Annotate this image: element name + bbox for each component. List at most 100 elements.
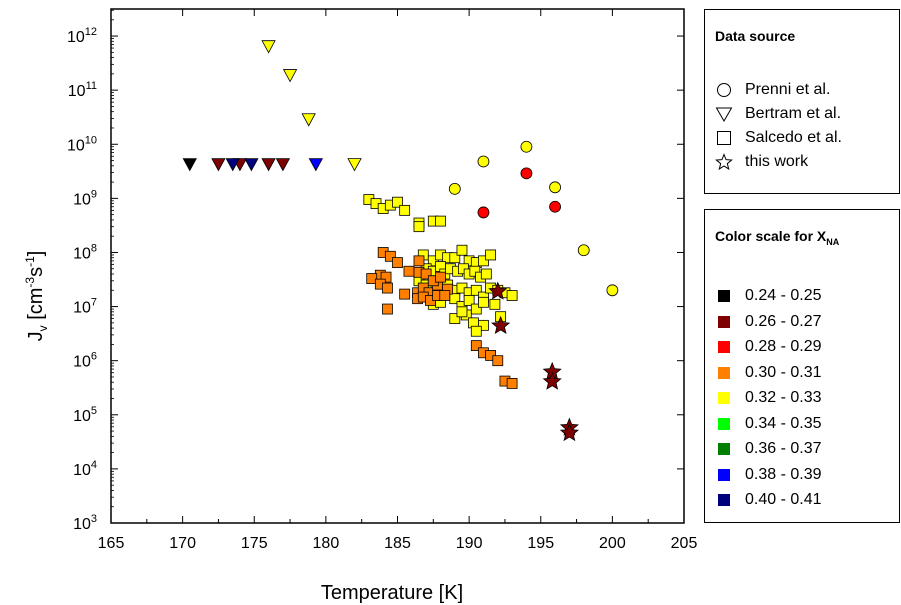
data-point-square (506, 378, 518, 389)
y-tick-label: 1012 (67, 26, 97, 46)
x-tick-label: 180 (313, 535, 340, 552)
x-axis-label: Temperature [K] (321, 582, 463, 604)
legend-entry-label: 0.32 - 0.33 (745, 389, 822, 406)
y-axis-label: Jv [cm-3s-1] (23, 251, 50, 342)
data-point-square (392, 196, 403, 208)
legend-entry-label: this work (745, 153, 809, 170)
legend-entry-color: 0.26 - 0.27 (715, 312, 822, 332)
color-swatch-icon (718, 392, 730, 404)
data-point-triangle-down (211, 158, 226, 172)
data-point-triangle-down (347, 158, 362, 172)
data-point-triangle-down (282, 69, 298, 83)
color-swatch-icon (718, 417, 730, 430)
legend-entry-label: Salcedo et al. (745, 129, 842, 146)
color-swatch-icon (718, 494, 730, 506)
y-tick-label: 106 (73, 351, 97, 371)
legend-entry-label: Prenni et al. (745, 81, 831, 98)
data-point-square (485, 249, 497, 261)
data-point-star (559, 422, 579, 442)
circle-marker-icon (717, 83, 731, 97)
data-point-circle (520, 167, 533, 180)
legend-entry-source: Bertram et al. (715, 104, 841, 124)
x-tick-label: 195 (527, 535, 554, 552)
data-point-square (366, 273, 378, 284)
data-point-circle (577, 244, 590, 257)
data-point-circle (520, 140, 533, 153)
data-point-square (469, 265, 481, 277)
data-point-square (435, 215, 446, 227)
data-point-circle (549, 200, 561, 213)
legend-entry-source: this work (715, 152, 808, 172)
data-point-triangle-down (261, 158, 276, 172)
data-point-square (478, 296, 489, 308)
data-point-square (492, 355, 504, 367)
data-point-square (456, 244, 468, 256)
data-point-triangle-down (308, 158, 324, 172)
x-axis: 165 170 175 180 185 190 195 200 205 (98, 9, 698, 552)
color-swatch-icon (718, 443, 730, 455)
legend-entry-label: 0.28 - 0.29 (745, 338, 822, 355)
data-point-square (420, 268, 432, 280)
data-point-square (382, 282, 393, 294)
data-point-triangle-down (225, 158, 240, 172)
legend-entry-label: 0.26 - 0.27 (745, 312, 822, 330)
data-point-square (456, 306, 468, 318)
data-point-square (382, 303, 393, 315)
color-swatch-icon (718, 315, 730, 328)
y-tick-label: 105 (73, 405, 97, 425)
data-point-square (480, 268, 492, 280)
legend-entry-color: 0.36 - 0.37 (715, 439, 822, 459)
legend-entry-color: 0.32 - 0.33 (715, 388, 822, 408)
triangle-down-marker-icon (715, 107, 733, 123)
x-tick-label: 205 (671, 535, 698, 552)
data-point-triangle-down (261, 40, 276, 54)
legend-entry-label: 0.36 - 0.37 (745, 440, 822, 457)
color-swatch-icon (718, 341, 730, 353)
data-point-square (435, 271, 446, 283)
legend-entry-label: 0.24 - 0.25 (745, 287, 822, 304)
y-tick-label: 103 (73, 513, 97, 533)
legend-title-color: Color scale for XNA (715, 228, 840, 247)
data-point-circle (477, 155, 490, 168)
x-tick-label: 175 (241, 535, 268, 552)
data-point-star (491, 315, 511, 335)
data-point-square (380, 271, 392, 283)
data-point-square (506, 290, 518, 301)
data-point-square (470, 340, 482, 352)
legend-entry-label: 0.40 - 0.41 (745, 491, 822, 508)
y-tick-label: 109 (73, 188, 97, 208)
legend-entry-label: 0.38 - 0.39 (745, 465, 822, 483)
data-point-square (478, 255, 489, 267)
data-point-triangle-down (244, 158, 259, 172)
data-point-circle (606, 284, 619, 297)
y-tick-label: 108 (73, 242, 97, 262)
data-point-triangle-down (275, 158, 291, 172)
legend-entry-color: 0.30 - 0.31 (715, 363, 822, 383)
data-point-square (439, 290, 451, 301)
legend-entry-label: 0.30 - 0.31 (745, 363, 822, 381)
data-point-square (463, 295, 475, 306)
x-tick-label: 200 (599, 535, 626, 552)
data-point-square (470, 325, 482, 337)
legend-entry-color: 0.40 - 0.41 (715, 490, 822, 510)
y-tick-label: 104 (73, 459, 97, 479)
legend-entry-source: Prenni et al. (715, 80, 830, 100)
data-point-square (478, 319, 489, 331)
data-point-circle (549, 181, 561, 194)
data-points (182, 40, 619, 442)
y-tick-label: 1011 (68, 80, 97, 100)
x-tick-label: 165 (98, 535, 125, 552)
color-swatch-icon (718, 468, 730, 481)
data-point-circle (448, 182, 461, 195)
data-point-triangle-down (301, 113, 316, 127)
legend-entry-color: 0.24 - 0.25 (715, 286, 822, 306)
data-point-square (470, 303, 482, 315)
legend-entry-source: Salcedo et al. (715, 128, 842, 148)
data-point-square (392, 257, 403, 268)
data-source-legend: Data source Prenni et al. Bertram et al. S… (704, 9, 900, 194)
data-point-square (413, 221, 425, 233)
data-point-star (488, 281, 508, 300)
data-point-square (384, 250, 396, 262)
y-tick-label: 107 (73, 297, 97, 317)
